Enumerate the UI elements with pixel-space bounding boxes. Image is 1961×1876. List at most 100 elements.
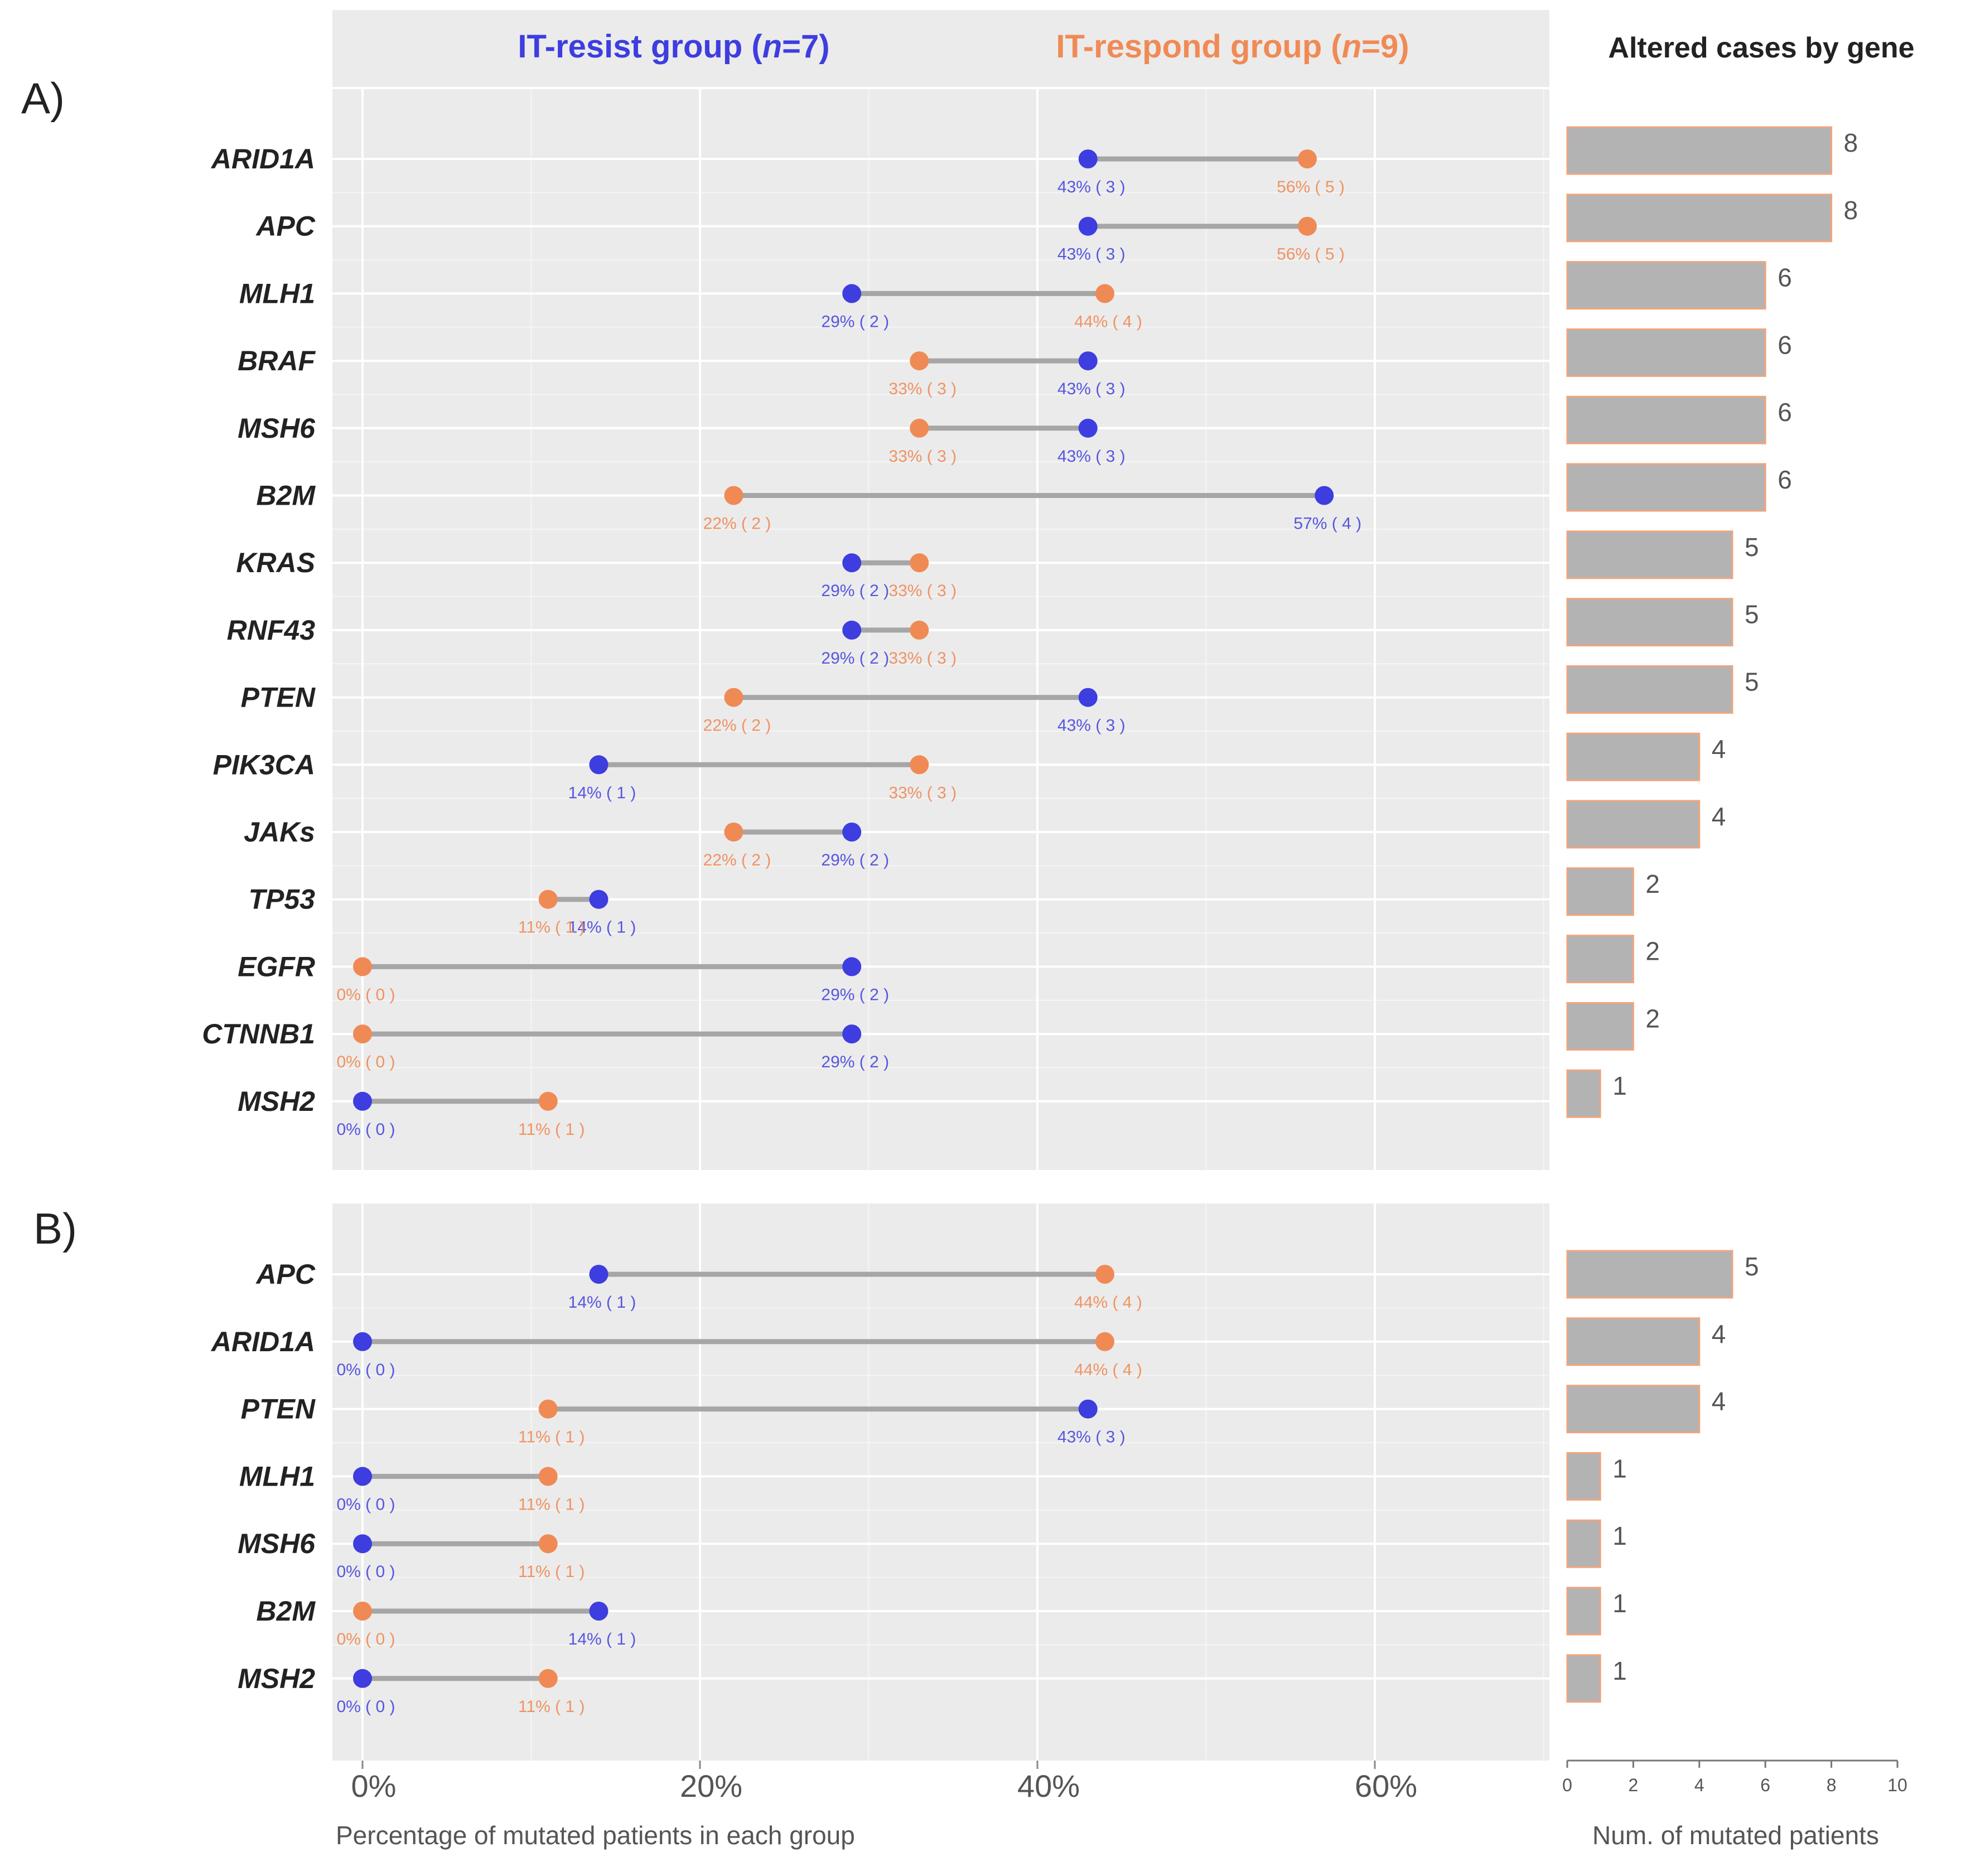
- gene-label: RNF43: [227, 615, 316, 646]
- respond-value-label: 11% ( 1 ): [518, 1563, 585, 1581]
- bar: [1566, 1385, 1701, 1434]
- bar-value-label: 5: [1745, 533, 1759, 562]
- resist-value-label: 14% ( 1 ): [568, 1293, 636, 1312]
- bar-x-axis-title: Num. of mutated patients: [1592, 1821, 1879, 1850]
- respond-point: [724, 688, 743, 707]
- bar-value-label: 1: [1612, 1656, 1627, 1685]
- bar: [1566, 598, 1733, 647]
- dumbbell-marks: 43% ( 3 ) 56% ( 5 ) 43% ( 3 ) 56% ( 5 ) 29% …: [336, 149, 1361, 1716]
- respond-value-label: 11% ( 1 ): [518, 918, 585, 937]
- resist-value-label: 29% ( 2 ): [821, 582, 889, 600]
- bar: [1566, 867, 1634, 916]
- bar-x-tick-label: 6: [1760, 1775, 1770, 1795]
- bar-value-label: 2: [1645, 1004, 1660, 1033]
- resist-value-label: 0% ( 0 ): [336, 1495, 395, 1514]
- gene-label: ARID1A: [210, 1326, 315, 1357]
- bar-value-label: 1: [1612, 1454, 1627, 1483]
- axes: ARID1A APC MLH1 BRAF MSH6 B2M KRAS RNF43 PTEN PIK…: [202, 143, 1907, 1850]
- bar-value-label: 5: [1745, 600, 1759, 629]
- resist-point: [353, 1534, 372, 1554]
- bar-value-label: 4: [1712, 1319, 1726, 1348]
- respond-value-label: 0% ( 0 ): [336, 1630, 395, 1648]
- bar-value-label: 1: [1612, 1071, 1627, 1100]
- bar: [1566, 194, 1833, 243]
- bar-value-label: 6: [1778, 398, 1792, 427]
- bar-value-label: 1: [1612, 1521, 1627, 1550]
- respond-value-label: 33% ( 3 ): [888, 447, 957, 466]
- bar-value-label: 5: [1745, 667, 1759, 696]
- gene-label: MLH1: [239, 1461, 315, 1492]
- bar-marks: 8 8 6 6 6 6 5 5 5 4 4 2 2 2 1 5 4 4 1 1 1 1: [1566, 126, 1858, 1703]
- respond-value-label: 33% ( 3 ): [888, 380, 957, 398]
- resist-value-label: 0% ( 0 ): [336, 1563, 395, 1581]
- gene-label: PIK3CA: [213, 749, 315, 780]
- bar: [1566, 261, 1766, 310]
- respond-point: [353, 1602, 372, 1621]
- resist-value-label: 14% ( 1 ): [568, 1630, 636, 1648]
- respond-point: [910, 553, 929, 573]
- resist-point: [353, 1332, 372, 1351]
- resist-value-label: 14% ( 1 ): [568, 918, 636, 937]
- resist-value-label: 43% ( 3 ): [1057, 1428, 1126, 1447]
- bar-panel-title: Altered cases by gene: [1608, 32, 1914, 64]
- bar-value-label: 6: [1778, 263, 1792, 292]
- bar: [1566, 1519, 1601, 1568]
- respond-value-label: 11% ( 1 ): [518, 1120, 585, 1139]
- respond-value-label: 22% ( 2 ): [703, 717, 771, 735]
- gene-label: CTNNB1: [202, 1018, 315, 1050]
- resist-value-label: 43% ( 3 ): [1057, 178, 1126, 196]
- bar-value-label: 5: [1745, 1252, 1759, 1281]
- respond-value-label: 0% ( 0 ): [336, 1053, 395, 1071]
- resist-value-label: 0% ( 0 ): [336, 1361, 395, 1379]
- resist-point: [1078, 418, 1098, 438]
- bar-x-tick-label: 2: [1629, 1775, 1639, 1795]
- respond-point: [538, 1091, 558, 1111]
- respond-point: [1095, 284, 1114, 303]
- resist-point: [1078, 351, 1098, 371]
- x-tick-label: 40%: [1017, 1768, 1080, 1804]
- bar: [1566, 800, 1701, 849]
- gene-label: B2M: [256, 1595, 316, 1627]
- resist-value-label: 29% ( 2 ): [821, 851, 889, 869]
- resist-point: [1078, 216, 1098, 236]
- respond-point: [538, 1467, 558, 1486]
- respond-point: [1095, 1265, 1114, 1284]
- resist-value-label: 43% ( 3 ): [1057, 380, 1126, 398]
- resist-value-label: 29% ( 2 ): [821, 1053, 889, 1071]
- resist-point: [589, 755, 608, 775]
- bar-x-tick-label: 4: [1694, 1775, 1704, 1795]
- bar-value-label: 8: [1844, 196, 1858, 225]
- bar-value-label: 8: [1844, 128, 1858, 157]
- resist-point: [353, 1091, 372, 1111]
- respond-point: [538, 1399, 558, 1419]
- resist-point: [1078, 149, 1098, 168]
- resist-point: [589, 889, 608, 909]
- header-strip-bg: [332, 10, 1549, 88]
- gene-label: JAKs: [244, 816, 315, 848]
- resist-point: [1078, 1399, 1098, 1419]
- bar-value-label: 6: [1778, 330, 1792, 359]
- resist-point: [842, 823, 862, 842]
- gene-label: KRAS: [236, 547, 315, 578]
- respond-value-label: 44% ( 4 ): [1074, 1361, 1142, 1379]
- bar: [1566, 1069, 1601, 1118]
- respond-point: [538, 1669, 558, 1688]
- bar-value-label: 4: [1712, 734, 1726, 763]
- resist-point: [842, 957, 862, 976]
- panel-label-b: B): [33, 1204, 77, 1253]
- resist-point: [589, 1265, 608, 1284]
- bar-value-label: 2: [1645, 937, 1660, 966]
- respond-value-label: 56% ( 5 ): [1277, 178, 1345, 196]
- resist-value-label: 29% ( 2 ): [821, 649, 889, 668]
- respond-value-label: 44% ( 4 ): [1074, 312, 1142, 331]
- gene-label: MLH1: [239, 278, 315, 309]
- gene-label: TP53: [248, 884, 315, 915]
- resist-value-label: 0% ( 0 ): [336, 1698, 395, 1716]
- bar: [1566, 1587, 1601, 1636]
- x-tick-label: 60%: [1355, 1768, 1417, 1804]
- resist-point: [1315, 486, 1334, 505]
- respond-point: [1095, 1332, 1114, 1351]
- resist-value-label: 29% ( 2 ): [821, 985, 889, 1004]
- panel-label-a: A): [21, 74, 65, 123]
